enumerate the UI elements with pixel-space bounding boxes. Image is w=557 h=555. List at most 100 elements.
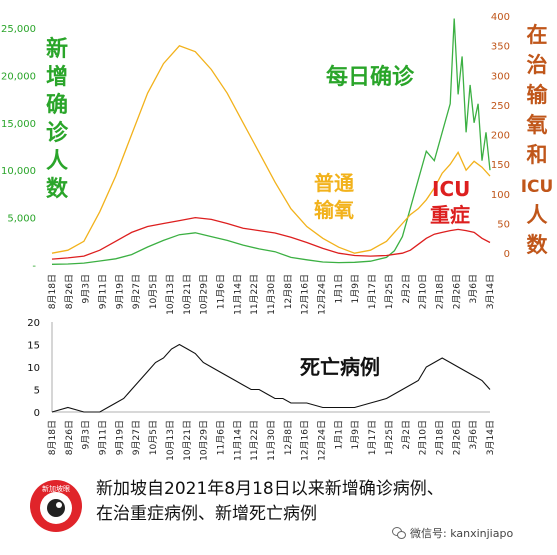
- x-tick-label: 1月9日: [350, 274, 361, 303]
- x-tick-label: 10月21日: [182, 274, 193, 315]
- x-tick-label: 1月9日: [350, 420, 361, 449]
- x-tick-label: 11月6日: [215, 274, 226, 309]
- logo-text: 新加坡眼: [42, 484, 70, 493]
- axis-title-char: 在: [527, 23, 548, 47]
- x-tick-label: 2月26日: [451, 274, 462, 309]
- top-right-axis: 400 350 300 250 200 150 100 50 0: [491, 12, 510, 260]
- top-left-tick: 25,000: [1, 24, 36, 35]
- axis-title-char: 增: [46, 64, 68, 90]
- axis-title-char: 数: [527, 233, 549, 257]
- top-right-tick: 0: [504, 249, 510, 260]
- axis-title-char: 氧: [527, 113, 548, 137]
- series-line-每日确诊: [51, 18, 491, 265]
- chart-caption: 新加坡自2021年8月18日以来新增确诊病例、 在治重症病例、新增死亡病例: [96, 477, 536, 527]
- x-tick-label: 10月29日: [199, 274, 210, 315]
- axis-title-char: 人: [46, 149, 68, 174]
- x-tick-label: 2月26日: [451, 420, 462, 455]
- bottom-series-lines: [51, 343, 491, 413]
- top-left-tick: 20,000: [1, 71, 36, 82]
- top-series-lines: [51, 18, 491, 265]
- axis-title-char: 人: [527, 203, 548, 227]
- brand-logo: 新加坡眼: [28, 478, 84, 534]
- x-tick-label: 9月3日: [81, 420, 92, 449]
- x-tick-label: 1月1日: [333, 274, 344, 303]
- top-x-axis: 8月18日 8月26日 9月3日 9月11日 9月19日 9月27日 10月5日 10月13日…: [47, 274, 496, 315]
- x-tick-label: 10月13日: [165, 420, 176, 461]
- top-right-tick: 400: [491, 12, 510, 23]
- x-tick-label: 12月24日: [317, 274, 328, 315]
- x-tick-label: 2月2日: [401, 420, 412, 449]
- x-tick-label: 3月14日: [485, 274, 496, 309]
- x-tick-label: 11月22日: [249, 274, 260, 315]
- bottom-left-axis: 20 15 10 5 0: [27, 318, 490, 419]
- top-right-tick: 200: [491, 131, 510, 142]
- x-tick-label: 12月8日: [283, 420, 294, 455]
- x-tick-label: 11月14日: [232, 420, 243, 461]
- wechat-watermark: 微信号: kanxinjiapo: [392, 525, 513, 541]
- bottom-left-tick: 5: [34, 386, 40, 397]
- series-line-死亡病例: [51, 343, 491, 413]
- x-tick-label: 11月14日: [232, 274, 243, 315]
- x-tick-label: 2月10日: [418, 274, 429, 309]
- axis-title-char: 和: [527, 143, 548, 167]
- x-tick-label: 11月22日: [249, 420, 260, 461]
- bottom-x-axis: 8月18日 8月26日 9月3日 9月11日 9月19日 9月27日 10月5日 10月13日…: [47, 420, 496, 461]
- bottom-left-tick: 0: [34, 408, 40, 419]
- label-icu-2: 重症: [430, 203, 470, 227]
- x-tick-label: 8月26日: [64, 274, 75, 309]
- x-tick-label: 10月13日: [165, 274, 176, 315]
- label-icu-1: ICU: [432, 177, 470, 201]
- x-tick-label: 9月11日: [98, 274, 109, 309]
- x-tick-label: 10月29日: [199, 420, 210, 461]
- x-tick-label: 8月18日: [47, 274, 58, 309]
- caption-line-2: 在治重症病例、新增死亡病例: [96, 504, 317, 524]
- x-tick-label: 8月26日: [64, 420, 75, 455]
- x-tick-label: 8月18日: [47, 420, 58, 455]
- axis-title-char: 确: [46, 92, 68, 118]
- x-tick-label: 9月27日: [131, 274, 142, 309]
- x-tick-label: 9月3日: [81, 274, 92, 303]
- wechat-icon: [392, 527, 406, 539]
- axis-title-char: 数: [46, 176, 69, 202]
- wechat-id: 微信号: kanxinjiapo: [410, 527, 514, 540]
- x-tick-label: 2月10日: [418, 420, 429, 455]
- top-left-tick: 10,000: [1, 166, 36, 177]
- x-tick-label: 1月17日: [367, 420, 378, 455]
- x-tick-label: 9月19日: [114, 420, 125, 455]
- axis-title-char: 治: [527, 53, 548, 77]
- series-line-ICU重症: [51, 216, 491, 260]
- axis-title-char: 输: [527, 83, 549, 107]
- top-left-axis: 25,000 20,000 15,000 10,000 5,000 -: [1, 24, 36, 272]
- top-right-tick: 50: [497, 219, 510, 230]
- top-right-tick: 100: [491, 190, 510, 201]
- series-line-普通输氧: [51, 45, 491, 254]
- x-tick-label: 11月30日: [266, 420, 277, 461]
- bottom-left-tick: 15: [27, 341, 40, 352]
- label-oxygen-2: 输氧: [314, 198, 354, 222]
- top-right-tick: 300: [491, 71, 510, 82]
- x-tick-label: 12月24日: [317, 420, 328, 461]
- axis-title-char: 诊: [46, 120, 69, 146]
- axis-title-char: 新: [46, 36, 68, 62]
- x-tick-label: 10月5日: [148, 274, 159, 309]
- x-tick-label: 1月25日: [384, 420, 395, 455]
- label-oxygen-1: 普通: [314, 171, 354, 195]
- x-tick-label: 10月5日: [148, 420, 159, 455]
- x-tick-label: 11月6日: [215, 420, 226, 455]
- x-tick-label: 3月6日: [468, 420, 479, 449]
- x-tick-label: 3月6日: [468, 274, 479, 303]
- x-tick-label: 9月19日: [114, 274, 125, 309]
- axis-title-char: ICU: [521, 177, 554, 197]
- x-tick-label: 1月25日: [384, 274, 395, 309]
- x-tick-label: 9月27日: [131, 420, 142, 455]
- caption-line-1: 新加坡自2021年8月18日以来新增确诊病例、: [96, 479, 444, 499]
- top-left-tick: -: [32, 261, 36, 272]
- x-tick-label: 12月16日: [300, 274, 311, 315]
- label-deaths: 死亡病例: [300, 355, 380, 379]
- top-right-tick: 150: [491, 160, 510, 171]
- x-tick-label: 2月18日: [434, 274, 445, 309]
- x-tick-label: 12月16日: [300, 420, 311, 461]
